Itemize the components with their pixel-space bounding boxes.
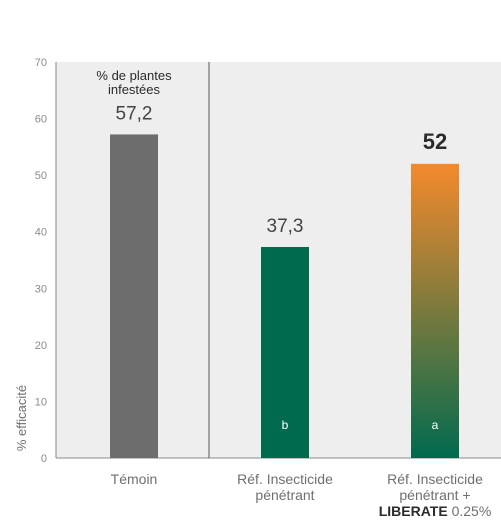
bar-value-label: 37,3: [267, 216, 304, 237]
category-label-part: LIBERATE: [379, 503, 448, 519]
y-tick-label: 50: [35, 170, 47, 182]
y-tick-label: 40: [35, 227, 47, 239]
category-label: Réf. Insecticide: [387, 471, 483, 487]
category-label: pénétrant: [255, 487, 314, 503]
bar: [261, 246, 309, 458]
bar-value-label: 57,2: [116, 103, 153, 124]
category-label-part: pénétrant: [255, 487, 314, 503]
category-label: Réf. Insecticide: [237, 471, 333, 487]
y-tick-label: 70: [35, 57, 47, 69]
significance-letter: a: [432, 418, 439, 432]
significance-letter: b: [282, 418, 289, 432]
category-label-part: Réf. Insecticide: [237, 471, 333, 487]
category-label: LIBERATE 0.25%: [379, 503, 492, 519]
bar-value-label: 52: [423, 129, 447, 154]
y-tick-label: 10: [35, 396, 47, 408]
category-label-part: Témoin: [111, 471, 158, 487]
category-label-part: 0.25%: [448, 503, 492, 519]
category-label-part: pénétrant +: [399, 487, 470, 503]
y-tick-label: 30: [35, 283, 47, 295]
annotation-text: % de plantes: [96, 68, 172, 83]
bar: [411, 163, 459, 459]
category-label: Témoin: [111, 471, 158, 487]
y-tick-label: 60: [35, 114, 47, 126]
category-label: pénétrant +: [399, 487, 470, 503]
y-tick-label: 20: [35, 340, 47, 352]
y-axis-label: % efficacité: [14, 385, 29, 451]
annotation-text: infestées: [108, 82, 161, 97]
y-tick-label: 0: [41, 453, 47, 465]
bar: [110, 134, 158, 458]
category-label-part: Réf. Insecticide: [387, 471, 483, 487]
